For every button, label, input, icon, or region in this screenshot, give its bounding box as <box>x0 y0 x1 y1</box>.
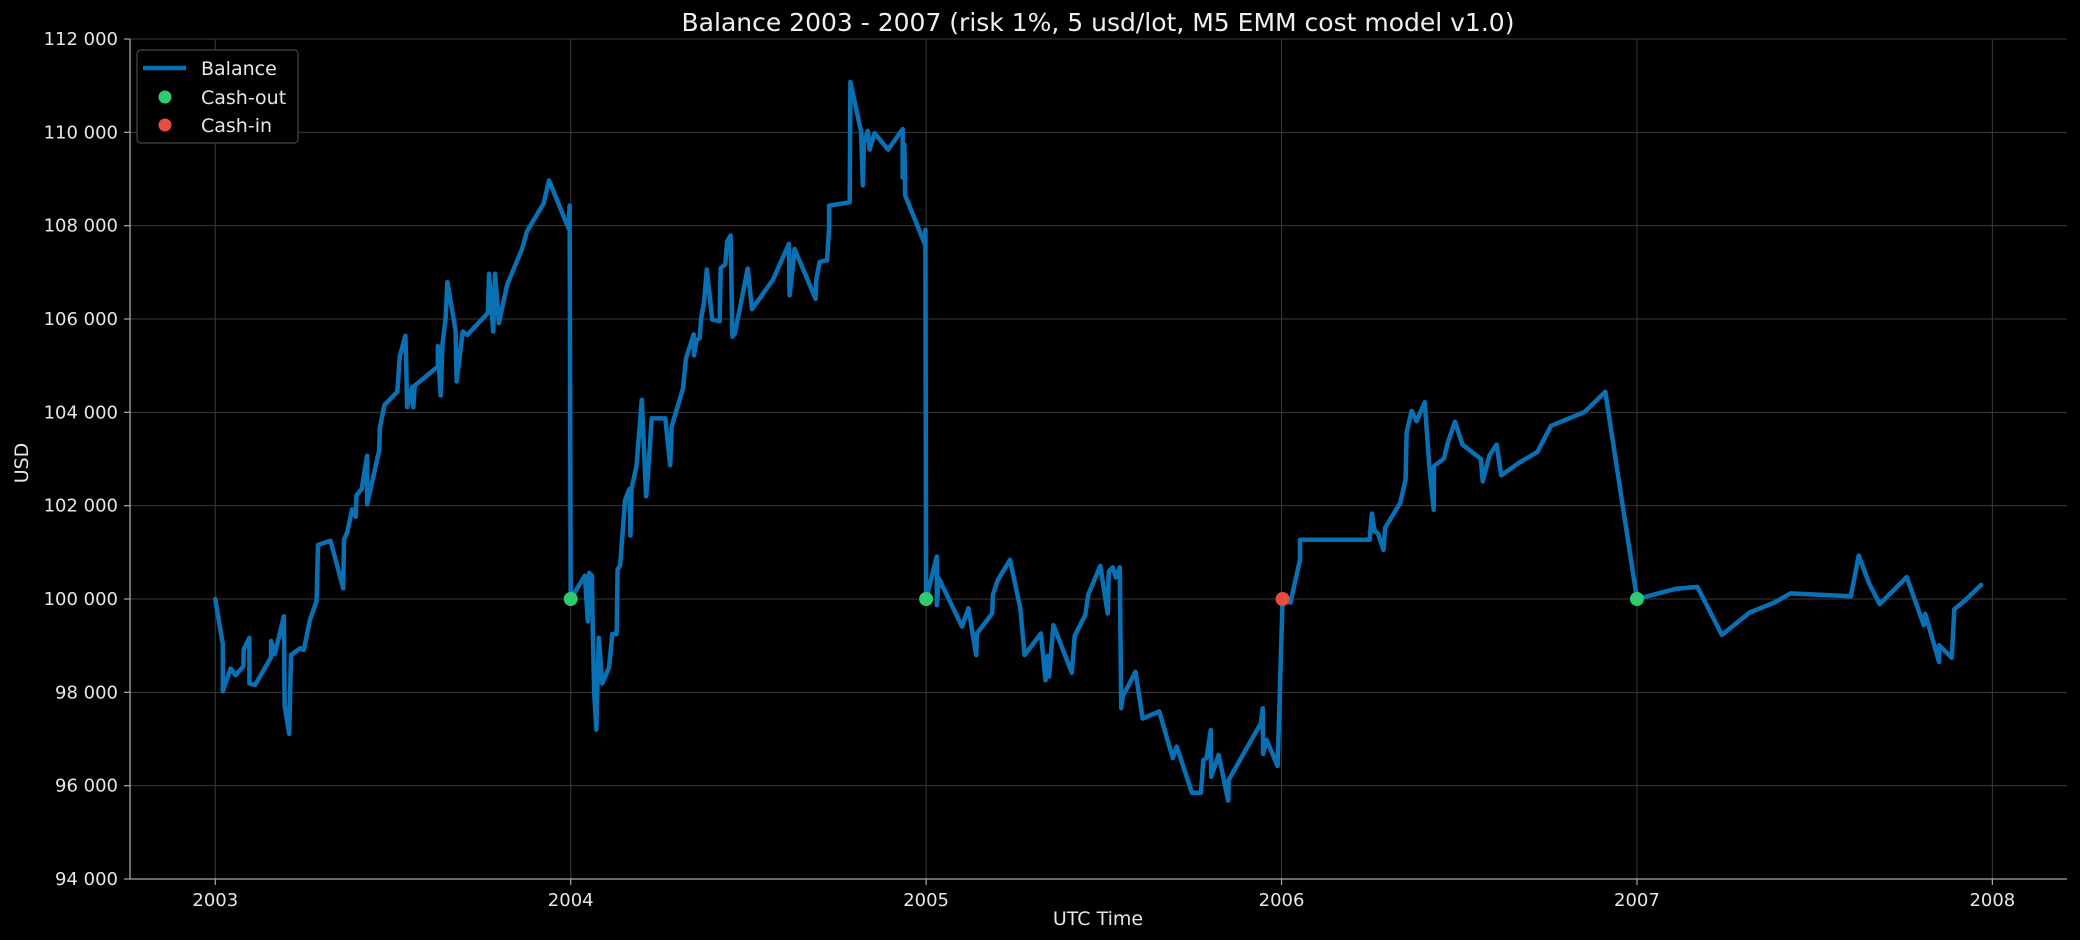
y-tick-label: 112 000 <box>44 29 118 50</box>
cash-out-marker <box>1629 592 1644 606</box>
x-tick-label: 2007 <box>1614 890 1660 911</box>
series-layer <box>213 79 1984 803</box>
x-tick-label: 2008 <box>1969 890 2015 911</box>
y-tick-label: 104 000 <box>44 402 118 423</box>
legend-cash-out-label: Cash-out <box>201 87 286 109</box>
y-tick-label: 94 000 <box>55 869 118 890</box>
chart-title: Balance 2003 - 2007 (risk 1%, 5 usd/lot,… <box>682 8 1515 37</box>
legend-cash-out-swatch <box>158 90 172 104</box>
legend-frame <box>136 49 299 144</box>
legend-cash-in-label: Cash-in <box>201 115 272 137</box>
y-tick-label: 98 000 <box>55 682 118 703</box>
legend-cash-in-swatch <box>158 118 172 132</box>
y-tick-label: 108 000 <box>44 216 118 237</box>
legend-balance-label: Balance <box>201 58 277 80</box>
cash-in-marker <box>1275 592 1290 606</box>
cash-out-marker <box>563 592 578 606</box>
x-axis-label: UTC Time <box>1053 908 1143 930</box>
y-tick-label: 100 000 <box>44 589 118 610</box>
y-tick-label: 102 000 <box>44 496 118 517</box>
x-tick-label: 2005 <box>903 890 949 911</box>
y-axis-label: USD <box>11 443 33 484</box>
cash-out-marker <box>919 592 934 606</box>
x-tick-label: 2004 <box>548 890 594 911</box>
y-tick-label: 106 000 <box>44 309 118 330</box>
balance-line <box>213 79 1984 803</box>
y-tick-label: 110 000 <box>44 122 118 143</box>
legend: Balance Cash-out Cash-in <box>136 49 299 144</box>
x-tick-label: 2006 <box>1259 890 1305 911</box>
x-tick-label: 2003 <box>192 890 238 911</box>
axes: 94 000 96 000 98 000 100 000 102 000 104 000 1… <box>44 29 2067 911</box>
y-tick-label: 96 000 <box>55 776 118 797</box>
